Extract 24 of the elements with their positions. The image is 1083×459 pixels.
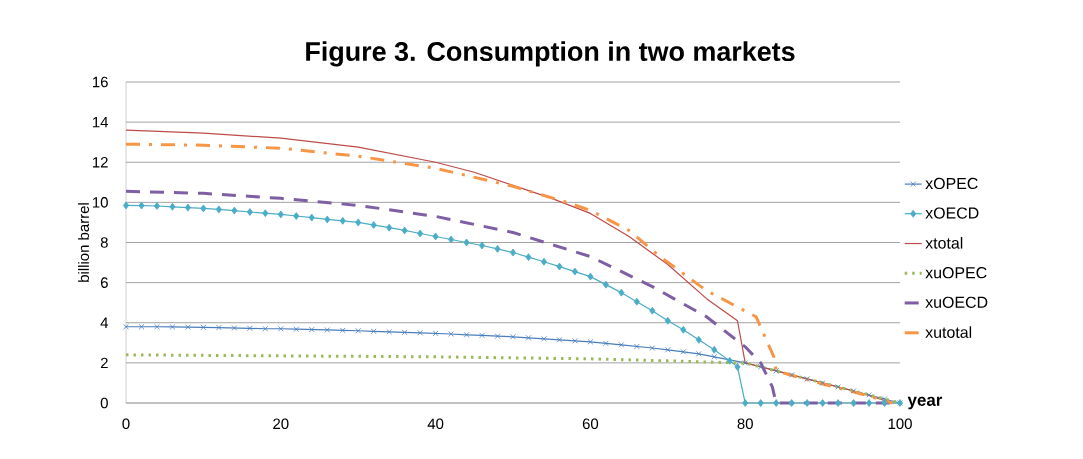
y-tick-label: 16 [93,76,108,88]
y-axis-title: billion barrel [78,203,90,282]
legend-label: xuOPEC [925,267,987,279]
y-tick-label: 10 [93,197,108,208]
y-tick-label: 6 [100,277,108,288]
x-tick-label: 80 [737,418,753,430]
x-axis-title: year [907,396,943,410]
x-tick-label: 60 [582,418,599,430]
y-tick-label: 2 [100,357,108,369]
legend-label: xutotal [925,326,972,338]
legend-label: xOECD [925,207,979,219]
y-tick-label: 0 [100,397,108,409]
x-tick-label: 40 [427,418,444,430]
x-tick-label: 20 [273,418,289,430]
chart-title: Figure 3. Consumption in two markets [306,41,795,67]
x-tick-label: 100 [888,418,912,430]
y-tick-label: 8 [100,237,108,248]
y-tick-label: 4 [100,317,109,328]
legend-label: xuOECD [925,296,988,308]
x-tick-label: 0 [122,418,130,430]
legend-label: xtotal [925,237,963,249]
y-tick-label: 12 [93,157,108,168]
y-tick-label: 14 [93,116,109,128]
legend-label: xOPEC [925,177,978,190]
